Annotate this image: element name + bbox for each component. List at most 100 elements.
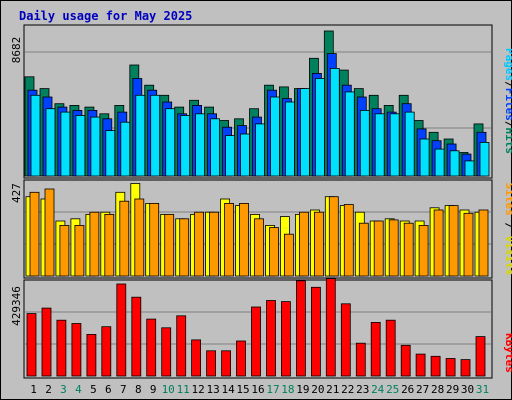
bar-pages-day-20	[314, 78, 325, 177]
x-tick-label: 15	[236, 383, 249, 396]
bar-sites-day-7	[119, 200, 130, 277]
axis-label-files: Files	[503, 88, 512, 121]
bar-sites-day-31	[478, 209, 489, 277]
bar-kbytes-day-8	[131, 296, 142, 377]
bar-kbytes-day-19	[295, 280, 306, 377]
bar-pages-day-12	[195, 113, 206, 177]
bar-kbytes-day-29	[445, 358, 456, 377]
bar-pages-day-14	[225, 135, 236, 177]
bar-kbytes-day-18	[280, 301, 291, 377]
bar-kbytes-day-5	[86, 333, 97, 377]
bar-sites-day-6	[104, 213, 115, 277]
x-tick-label: 9	[150, 383, 157, 396]
x-tick-label: 28	[431, 383, 444, 396]
panel-3-ymax-label: 429346	[10, 286, 23, 326]
panel-1-axis-label: Pages/Files/Hits	[503, 48, 512, 154]
bar-sites-day-5	[89, 211, 100, 277]
bar-sites-day-14	[224, 202, 235, 277]
x-tick-label: 11	[177, 383, 190, 396]
x-tick-label: 30	[461, 383, 474, 396]
x-tick-label: 12	[191, 383, 204, 396]
bar-pages-day-3	[60, 111, 71, 177]
bar-pages-day-17	[270, 96, 280, 177]
bar-sites-day-26	[403, 222, 414, 277]
bar-sites-day-18	[283, 233, 294, 277]
x-tick-label: 1	[30, 383, 37, 396]
bar-pages-day-21	[329, 68, 340, 177]
bar-kbytes-day-4	[71, 323, 82, 377]
axis-label-kbytes: KBytes	[503, 333, 512, 373]
x-tick-label: 31	[476, 383, 489, 396]
bar-pages-day-7	[120, 121, 131, 177]
bar-kbytes-day-16	[251, 306, 261, 377]
bar-sites-day-20	[313, 211, 324, 277]
bar-pages-day-15	[240, 133, 250, 177]
bar-pages-day-8	[135, 94, 146, 177]
axis-label-sites: Sites	[503, 183, 512, 216]
bar-pages-day-29	[449, 150, 460, 177]
bar-sites-day-30	[463, 212, 474, 277]
bar-kbytes-day-9	[146, 318, 157, 377]
bar-kbytes-day-10	[161, 327, 172, 377]
bar-pages-day-10	[165, 108, 176, 177]
bar-kbytes-day-23	[355, 342, 366, 377]
panel-1-ymax-label: 8682	[10, 37, 23, 64]
bar-kbytes-day-14	[221, 350, 232, 377]
bar-sites-day-28	[433, 209, 444, 277]
x-tick-label: 18	[281, 383, 294, 396]
bar-sites-day-4	[74, 224, 85, 277]
bar-pages-day-1	[30, 94, 41, 177]
panel-2-ymax-label: 427	[10, 183, 23, 203]
bar-kbytes-day-2	[41, 307, 52, 377]
bar-sites-day-17	[269, 227, 279, 277]
x-tick-label: 21	[326, 383, 339, 396]
bar-kbytes-day-24	[370, 321, 381, 377]
bar-kbytes-day-31	[475, 336, 486, 377]
x-tick-label: 14	[221, 383, 235, 396]
bar-sites-day-11	[179, 218, 190, 277]
bar-sites-day-29	[448, 205, 459, 277]
x-tick-label: 17	[266, 383, 279, 396]
bar-sites-day-24	[373, 220, 384, 277]
panel-3-axis-label: KBytes	[503, 333, 512, 373]
bar-pages-day-19	[299, 88, 310, 177]
bar-kbytes-day-1	[26, 313, 37, 377]
bar-pages-day-5	[90, 116, 101, 177]
bar-pages-day-22	[344, 91, 355, 177]
bar-pages-day-25	[389, 113, 400, 177]
x-tick-label: 10	[162, 383, 175, 396]
bar-kbytes-day-25	[385, 319, 396, 377]
bar-sites-day-8	[134, 198, 145, 277]
bar-sites-day-21	[328, 196, 339, 277]
chart-title: Daily usage for May 2025	[19, 9, 192, 23]
bar-kbytes-day-22	[340, 303, 351, 377]
x-tick-label: 23	[356, 383, 369, 396]
bar-kbytes-day-12	[191, 339, 202, 377]
bar-pages-day-30	[464, 160, 475, 177]
axis-label-hits: Hits	[503, 128, 512, 155]
x-tick-label: 2	[45, 383, 52, 396]
bar-sites-day-25	[388, 219, 399, 277]
x-tick-label: 8	[135, 383, 142, 396]
axis-label-pages: Pages	[503, 48, 512, 81]
x-tick-label: 20	[311, 383, 324, 396]
bar-sites-day-22	[343, 204, 354, 277]
bar-pages-day-28	[434, 148, 445, 177]
x-tick-label: 13	[206, 383, 219, 396]
bar-pages-day-2	[45, 108, 56, 177]
bar-pages-day-24	[374, 113, 385, 177]
x-tick-label: 5	[90, 383, 97, 396]
bar-sites-day-9	[149, 202, 160, 277]
bar-kbytes-day-7	[116, 283, 127, 377]
bar-pages-day-27	[419, 138, 430, 177]
bar-pages-day-11	[180, 115, 191, 177]
bar-pages-day-13	[210, 118, 221, 177]
bar-kbytes-day-27	[415, 353, 426, 377]
bar-kbytes-day-13	[206, 350, 217, 377]
bar-sites-day-10	[164, 213, 175, 277]
bar-sites-day-27	[418, 224, 429, 277]
bar-pages-day-6	[105, 130, 116, 177]
x-tick-label: 24	[371, 383, 385, 396]
bar-kbytes-day-17	[266, 300, 276, 377]
bar-pages-day-16	[255, 123, 265, 177]
